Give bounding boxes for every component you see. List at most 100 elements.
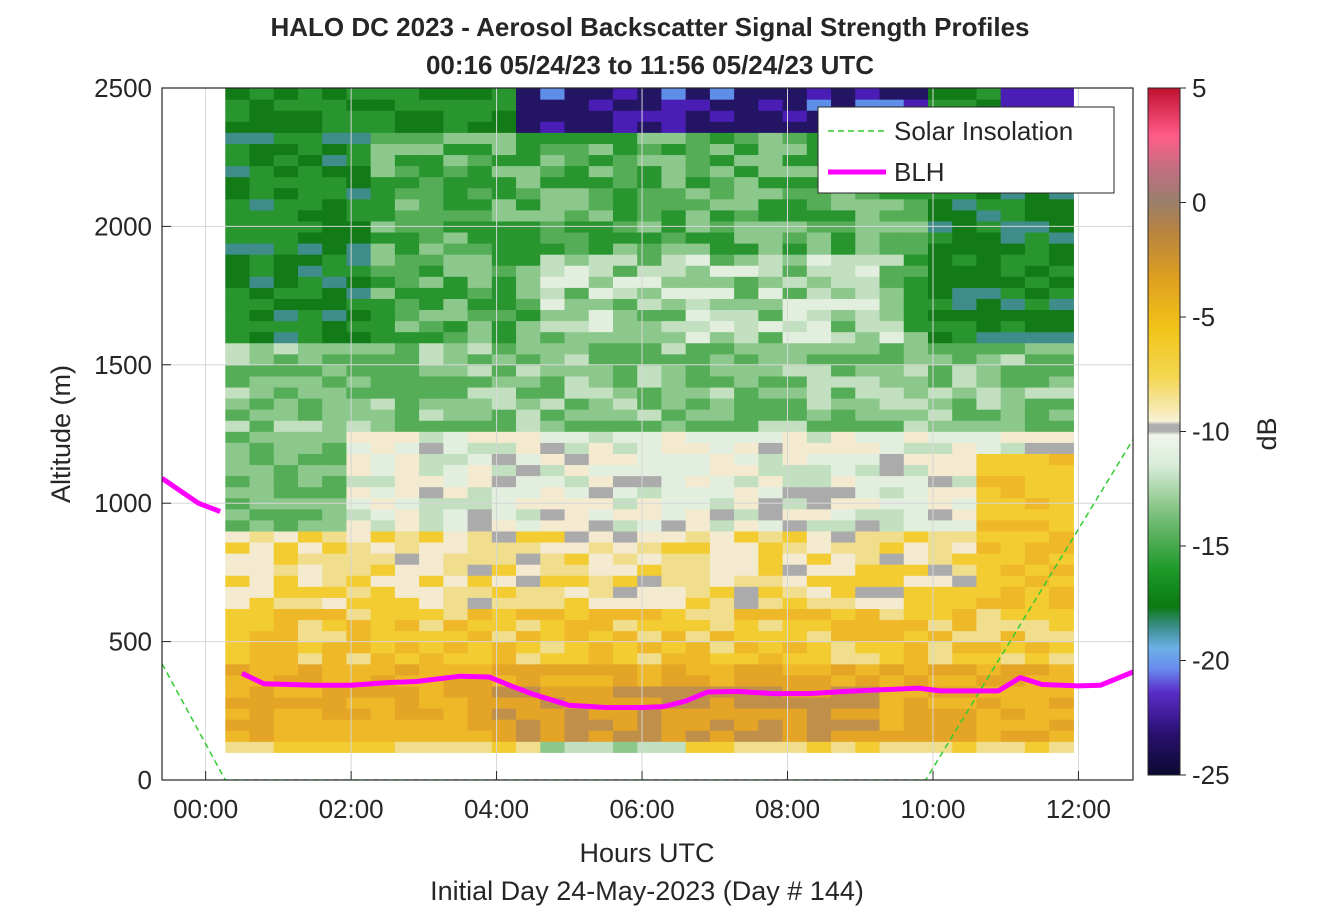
heatmap-cell <box>491 608 517 621</box>
heatmap-cell <box>976 398 1002 410</box>
heatmap-cell <box>612 674 638 687</box>
heatmap-cell <box>540 420 566 432</box>
heatmap-cell <box>758 652 784 665</box>
heatmap-cell <box>612 652 638 665</box>
heatmap-cell <box>443 375 469 388</box>
heatmap-cell <box>806 420 832 432</box>
heatmap-cell <box>612 409 638 421</box>
heatmap-cell <box>394 442 420 454</box>
heatmap-cell <box>1000 530 1026 543</box>
heatmap-cell <box>419 431 444 443</box>
heatmap-cell <box>564 99 590 111</box>
heatmap-cell <box>588 685 614 698</box>
heatmap-cell <box>394 342 420 355</box>
heatmap-cell <box>612 364 638 377</box>
heatmap-cell <box>394 154 420 167</box>
heatmap-cell <box>903 276 929 288</box>
heatmap-cell <box>588 198 614 211</box>
heatmap-cell <box>637 254 663 266</box>
heatmap-cell <box>637 342 663 355</box>
heatmap-cell <box>758 386 784 399</box>
heatmap-cell <box>588 652 614 665</box>
heatmap-cell <box>588 486 614 499</box>
heatmap-cell <box>564 741 590 753</box>
heatmap-cell <box>540 652 566 665</box>
heatmap-cell <box>491 586 517 598</box>
heatmap-cell <box>831 519 856 532</box>
heatmap-cell <box>806 398 832 410</box>
heatmap-cell <box>1024 630 1050 643</box>
heatmap-cell <box>734 231 759 244</box>
heatmap-cell <box>976 453 1002 466</box>
heatmap-cell <box>806 431 832 443</box>
heatmap-cell <box>322 708 348 720</box>
heatmap-cell <box>855 475 881 488</box>
heatmap-cell <box>322 475 348 488</box>
heatmap-cell <box>467 265 493 277</box>
heatmap-cell <box>831 696 856 709</box>
heatmap-cell <box>758 708 784 720</box>
heatmap-cell <box>952 198 978 211</box>
heatmap-cell <box>976 331 1002 344</box>
heatmap-cell <box>806 364 832 377</box>
heatmap-cell <box>685 586 711 598</box>
heatmap-cell <box>322 209 348 222</box>
heatmap-cell <box>394 309 420 322</box>
heatmap-cell <box>516 641 541 654</box>
heatmap-cell <box>927 652 953 665</box>
heatmap-cell <box>782 630 808 643</box>
heatmap-cell <box>516 88 541 100</box>
heatmap-cell <box>443 121 469 133</box>
heatmap-cell <box>927 519 953 532</box>
heatmap-cell <box>1000 353 1026 366</box>
heatmap-cell <box>758 431 784 443</box>
heatmap-cell <box>1000 464 1026 477</box>
heatmap-cell <box>322 641 348 654</box>
heatmap-cell <box>661 110 687 122</box>
heatmap-cell <box>322 298 348 311</box>
heatmap-cell <box>297 541 323 554</box>
heatmap-cell <box>346 375 372 388</box>
heatmap-cell <box>467 121 493 133</box>
heatmap-cell <box>273 409 299 421</box>
heatmap-cell <box>540 519 566 532</box>
heatmap-cell <box>612 243 638 255</box>
heatmap-cell <box>1000 231 1026 244</box>
heatmap-cell <box>588 475 614 488</box>
heatmap-cell <box>976 353 1002 366</box>
heatmap-cell <box>734 154 759 167</box>
heatmap-cell <box>225 453 251 466</box>
heatmap-cell <box>685 375 711 388</box>
heatmap-cell <box>927 608 953 621</box>
heatmap-cell <box>516 243 541 255</box>
heatmap-cell <box>903 342 929 355</box>
heatmap-cell <box>273 741 299 753</box>
heatmap-cell <box>540 287 566 299</box>
heatmap-cell <box>370 110 396 122</box>
heatmap-cell <box>249 597 275 609</box>
heatmap-cell <box>855 198 881 211</box>
heatmap-cell <box>685 420 711 432</box>
heatmap-cell <box>249 486 275 499</box>
legend-box <box>817 106 1115 194</box>
heatmap-cell <box>273 121 299 133</box>
heatmap-cell <box>879 231 905 244</box>
heatmap-cell <box>637 608 663 621</box>
heatmap-cell <box>782 652 808 665</box>
heatmap-cell <box>855 464 881 477</box>
heatmap-cell <box>225 597 251 609</box>
heatmap-cell <box>758 630 784 643</box>
heatmap-cell <box>273 309 299 322</box>
heatmap-cell <box>1049 276 1074 288</box>
heatmap-cell <box>588 231 614 244</box>
x-tick-label: 08:00 <box>755 794 820 824</box>
heatmap-cell <box>612 342 638 355</box>
heatmap-cell <box>564 298 590 311</box>
heatmap-cell <box>855 364 881 377</box>
heatmap-cell <box>1049 586 1074 598</box>
heatmap-cell <box>540 132 566 144</box>
heatmap-cell <box>661 575 687 587</box>
heatmap-cell <box>346 398 372 410</box>
heatmap-cell <box>419 287 444 299</box>
heatmap-cell <box>225 143 251 156</box>
